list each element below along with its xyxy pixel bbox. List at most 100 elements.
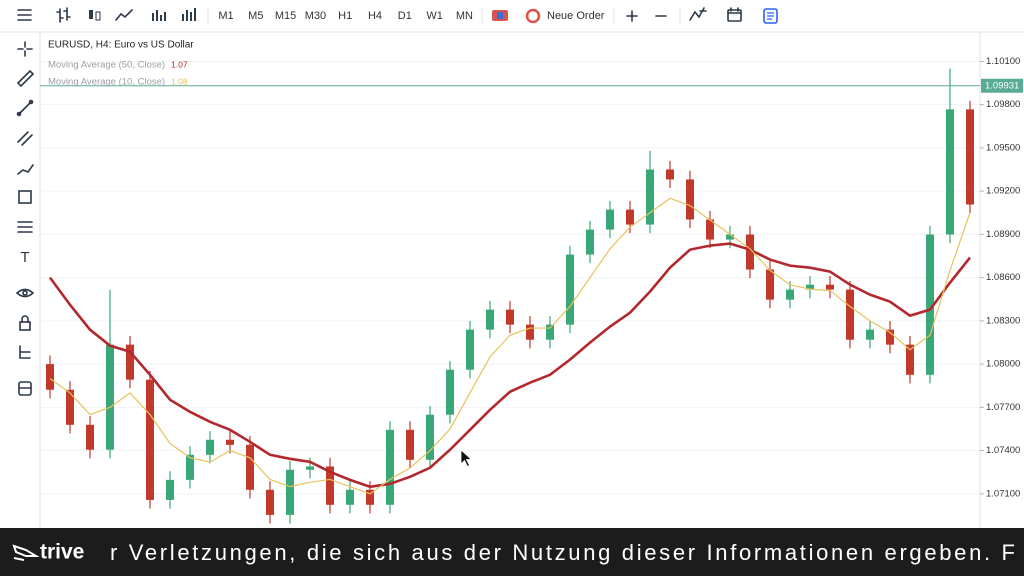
order-button[interactable]: Neue Order (547, 10, 605, 22)
candle-body (606, 209, 614, 230)
timeframe-button[interactable]: H4 (368, 10, 382, 22)
candle-body (766, 269, 774, 300)
current-price-tag (981, 78, 1023, 93)
timeframe-button[interactable]: D1 (398, 10, 412, 22)
path-tool[interactable] (17, 164, 34, 175)
indicator-icon[interactable] (689, 7, 707, 21)
brand-logo (12, 544, 40, 561)
candle-icon[interactable] (89, 10, 101, 21)
crosshair-tool[interactable] (17, 41, 33, 57)
order-icon[interactable] (525, 8, 541, 24)
candle-body (366, 489, 374, 505)
shape-tool[interactable] (18, 190, 32, 204)
visibility-tool[interactable] (15, 288, 35, 298)
candle-body (886, 329, 894, 345)
candle-body (206, 439, 214, 455)
legend-value: 1.07 (171, 59, 188, 69)
timeframe-button[interactable]: M5 (248, 10, 263, 22)
menu-icon[interactable] (17, 9, 32, 21)
legend-entry: Moving Average (10, Close) (48, 77, 165, 88)
candle-body (246, 444, 254, 490)
tree-tool[interactable] (19, 345, 31, 359)
candle-body (346, 489, 354, 505)
y-tick-label: 1.08600 (986, 272, 1020, 283)
fib-tool[interactable] (17, 221, 33, 233)
moving-average-line (48, 242, 972, 489)
candle-body (666, 169, 674, 180)
candle-body (46, 364, 54, 390)
volume-icon[interactable] (152, 10, 166, 21)
timeframe-button[interactable]: M1 (218, 10, 233, 22)
chart: 1.10100 1.09800 1.09500 1.09200 1.08900 1.086… (40, 32, 1023, 576)
flag-icon[interactable] (492, 10, 508, 21)
timeframe-button[interactable]: M30 (305, 10, 326, 22)
line-icon[interactable] (115, 9, 133, 21)
zoom-in-icon[interactable] (626, 10, 638, 22)
y-tick-label: 1.08000 (986, 359, 1020, 370)
legend-value: 1.08 (171, 76, 188, 86)
current-price-label: 1.09931 (985, 80, 1019, 91)
candle-body (586, 229, 594, 255)
trendline-tool[interactable] (16, 99, 34, 117)
volume2-icon[interactable] (182, 8, 196, 21)
legend-entry: Moving Average (50, Close) (48, 60, 165, 71)
layers-tool[interactable] (18, 381, 32, 396)
candle-body (626, 209, 634, 225)
template-icon[interactable] (763, 8, 778, 24)
candle-body (966, 109, 974, 205)
brand-name: trive (40, 541, 84, 564)
candle-body (126, 344, 134, 380)
candle-body (306, 466, 314, 470)
caption-overlay: trive r Verletzungen, die sich aus der N… (0, 528, 1024, 576)
calendar-icon[interactable] (727, 7, 742, 22)
y-tick-label: 1.09500 (986, 142, 1020, 153)
drawing-toolbar: T (15, 32, 41, 576)
candle-body (566, 254, 574, 325)
candle-body (326, 466, 334, 505)
caption-text: r Verletzungen, die sich aus der Nutzung… (110, 540, 1015, 565)
candle-body (906, 344, 914, 375)
y-tick-label: 1.08300 (986, 315, 1020, 326)
candle-body (486, 309, 494, 330)
channel-tool[interactable] (17, 131, 33, 146)
candle-body (866, 329, 874, 340)
y-tick-label: 1.07400 (986, 445, 1020, 456)
y-tick-label: 1.10100 (986, 56, 1020, 67)
y-tick-label: 1.07100 (986, 488, 1020, 499)
caption-bar (0, 528, 1024, 576)
candle-body (546, 324, 554, 340)
candle-body (446, 369, 454, 415)
timeframe-button[interactable]: MN (456, 10, 473, 22)
candle-body (166, 479, 174, 500)
candle-body (266, 489, 274, 515)
bar-chart-icon[interactable] (56, 7, 71, 23)
y-tick-label: 1.08900 (986, 229, 1020, 240)
candle-body (406, 429, 414, 460)
candle-body (186, 454, 194, 480)
lock-tool[interactable] (19, 315, 31, 331)
candle-body (726, 234, 734, 240)
candle-body (686, 179, 694, 220)
ruler-tool[interactable] (16, 69, 35, 88)
candle-body (746, 234, 754, 270)
moving-average-line (49, 197, 971, 495)
candle-body (286, 469, 294, 515)
toolbar: M1 M5 M15 M30 H1 H4 D1 W1 MN Neue Order (0, 7, 1024, 33)
timeframe-button[interactable]: M15 (275, 10, 296, 22)
candle-body (646, 169, 654, 225)
chart-title: EURUSD, H4: Euro vs US Dollar (48, 40, 194, 51)
mouse-cursor (460, 449, 473, 468)
candle-body (106, 344, 114, 450)
candle-body (386, 429, 394, 505)
text-tool[interactable]: T (20, 249, 29, 266)
candle-body (86, 424, 94, 450)
y-tick-label: 1.09800 (986, 99, 1020, 110)
timeframe-button[interactable]: H1 (338, 10, 352, 22)
y-tick-label: 1.09200 (986, 186, 1020, 197)
candle-body (66, 389, 74, 425)
timeframe-button[interactable]: W1 (426, 10, 443, 22)
candle-body (226, 439, 234, 445)
candle-body (806, 284, 814, 290)
candle-body (466, 329, 474, 370)
